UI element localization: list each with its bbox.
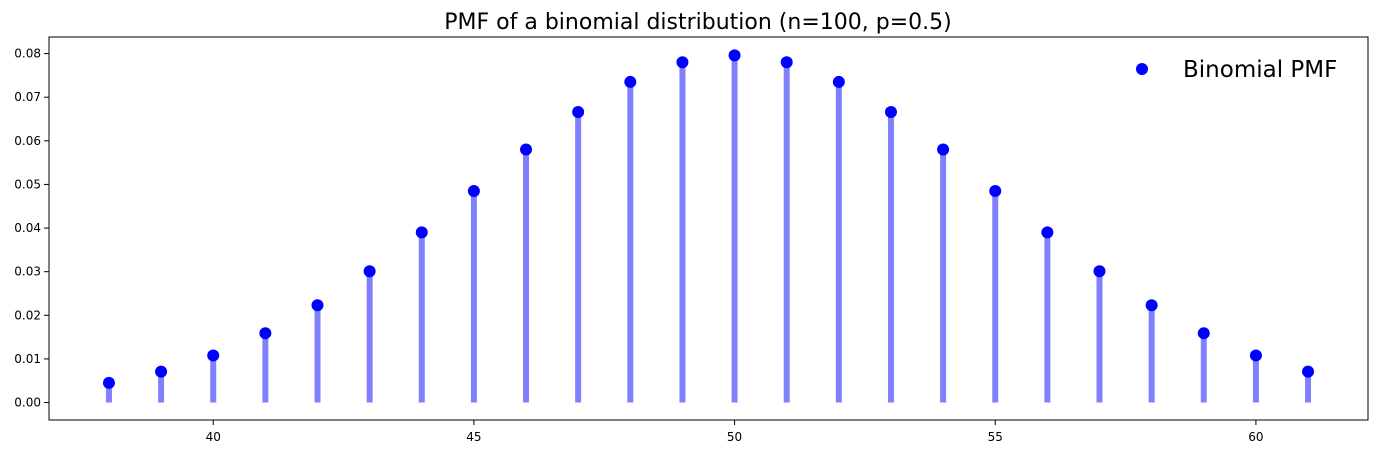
pmf-point bbox=[1249, 349, 1262, 362]
pmf-point bbox=[207, 349, 220, 362]
pmf-point bbox=[102, 376, 115, 389]
legend-label: Binomial PMF bbox=[1183, 57, 1337, 83]
y-tick-label: 0.05 bbox=[14, 177, 41, 191]
pmf-point bbox=[1093, 265, 1106, 278]
pmf-point bbox=[1302, 365, 1315, 378]
y-tick-label: 0.04 bbox=[14, 221, 41, 235]
y-tick-label: 0.07 bbox=[14, 90, 41, 104]
pmf-point bbox=[415, 226, 428, 239]
x-tick-label: 45 bbox=[466, 430, 481, 444]
pmf-point bbox=[937, 143, 950, 156]
pmf-point bbox=[728, 49, 741, 62]
y-axis: 0.00 0.01 0.02 0.03 0.04 0.05 0.06 0.07 0.08 bbox=[14, 47, 49, 410]
pmf-point bbox=[676, 56, 689, 69]
y-tick-label: 0.00 bbox=[14, 396, 41, 410]
pmf-point bbox=[311, 299, 324, 312]
pmf-point bbox=[832, 75, 845, 88]
plot-area bbox=[102, 49, 1315, 403]
legend: Binomial PMF bbox=[1136, 57, 1337, 83]
pmf-point bbox=[989, 184, 1002, 197]
pmf-point bbox=[1197, 327, 1210, 340]
x-tick-label: 40 bbox=[206, 430, 221, 444]
pmf-point bbox=[1145, 299, 1158, 312]
y-tick-label: 0.03 bbox=[14, 265, 41, 279]
x-tick-label: 60 bbox=[1248, 430, 1263, 444]
chart-title: PMF of a binomial distribution (n=100, p… bbox=[444, 10, 951, 35]
axes-frame bbox=[48, 36, 1369, 421]
pmf-point bbox=[363, 265, 376, 278]
x-tick-label: 50 bbox=[727, 430, 742, 444]
pmf-point bbox=[780, 56, 793, 69]
pmf-point bbox=[572, 106, 585, 119]
x-tick-label: 55 bbox=[988, 430, 1003, 444]
legend-marker bbox=[1136, 63, 1148, 75]
y-tick-label: 0.08 bbox=[14, 47, 41, 61]
pmf-point bbox=[259, 327, 272, 340]
y-tick-label: 0.06 bbox=[14, 134, 41, 148]
pmf-point bbox=[520, 143, 533, 156]
y-tick-label: 0.01 bbox=[14, 352, 41, 366]
pmf-point bbox=[884, 106, 897, 119]
pmf-point bbox=[624, 75, 637, 88]
pmf-point bbox=[467, 184, 480, 197]
x-axis: 40 45 50 55 60 bbox=[206, 420, 1264, 444]
pmf-point bbox=[1041, 226, 1054, 239]
y-tick-label: 0.02 bbox=[14, 308, 41, 322]
pmf-point bbox=[155, 365, 168, 378]
